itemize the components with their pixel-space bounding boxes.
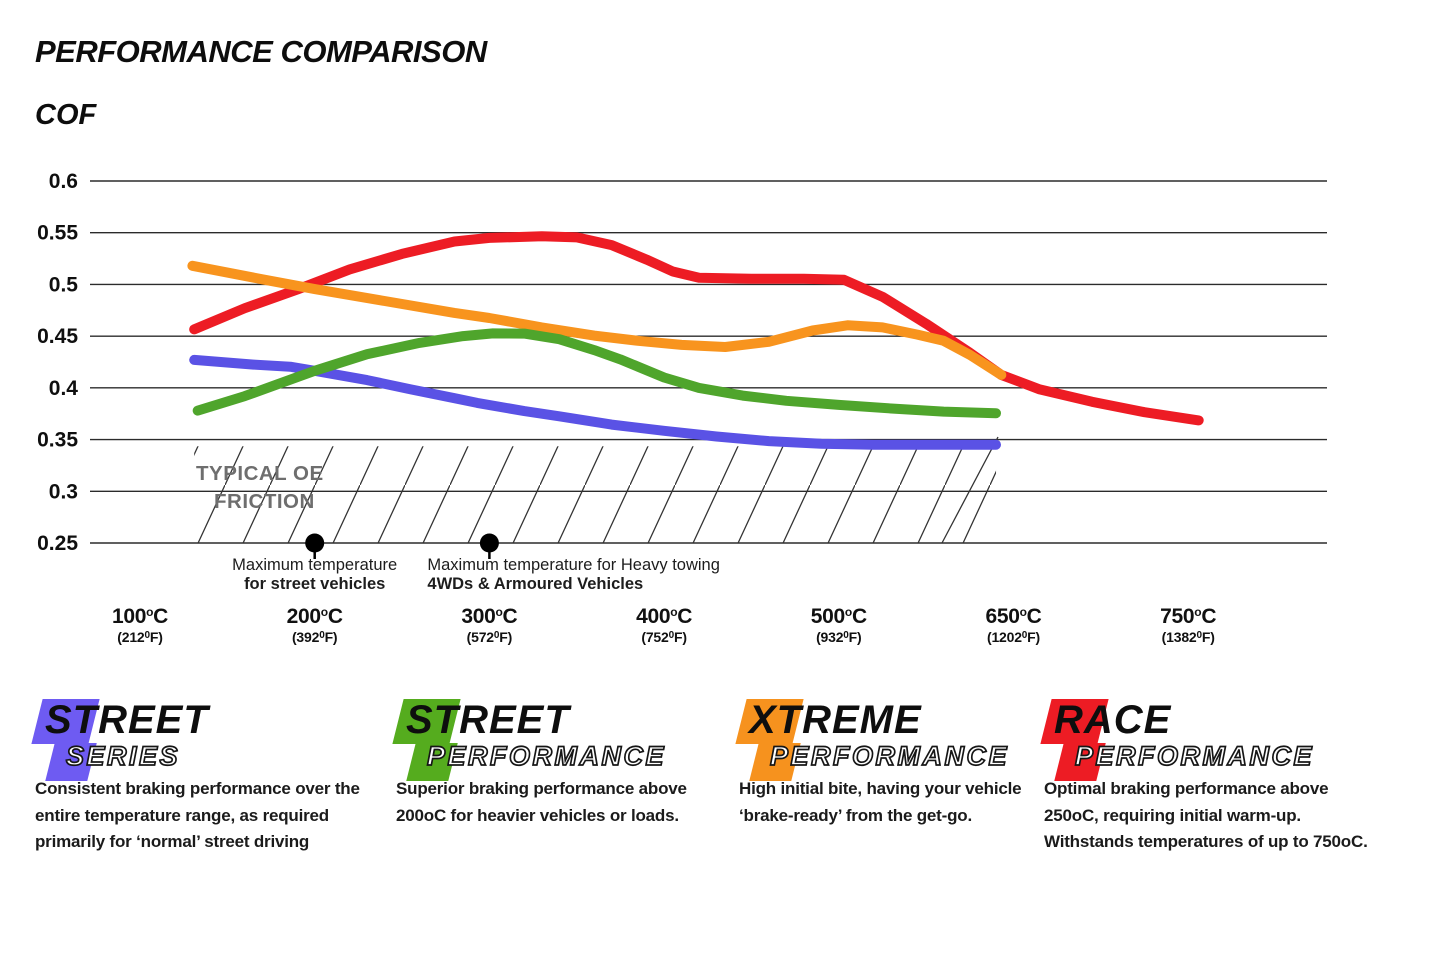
logo-word-1: STREET	[406, 698, 570, 742]
series-race-performance	[189, 231, 1204, 426]
logo-word-1: XTREME	[749, 698, 922, 742]
y-tick-label: 0.4	[49, 377, 79, 400]
y-tick-label: 0.5	[49, 273, 79, 296]
hatch-overshoot-line	[941, 436, 999, 544]
legend-item-xtreme-performance: XTREME PERFORMANCE High initial bite, ha…	[735, 697, 1024, 825]
y-tick-label: 0.55	[37, 222, 78, 245]
logo-word-2: PERFORMANCE	[426, 740, 667, 772]
oe-band-label: TYPICAL OE	[196, 462, 324, 485]
logo-word-2: PERFORMANCE	[1074, 740, 1315, 772]
page-title: PERFORMANCE COMPARISON	[35, 34, 487, 69]
legend-item-race-performance: RACE PERFORMANCE Optimal braking perform…	[1040, 697, 1374, 851]
max-temp-marker-dot	[479, 533, 499, 553]
cof-line-chart: 0.6 0.55 0.5 0.45 0.4 0.35 0.3 0.25 TYPICAL OE FR…	[37, 170, 1327, 559]
y-tick-label: 0.45	[37, 325, 78, 348]
legend-description: High initial bite, having your vehicle ‘…	[739, 779, 1022, 825]
y-tick-label: 0.6	[49, 170, 78, 193]
series-xtreme-performance	[187, 260, 1007, 380]
gridlines: 0.6 0.55 0.5 0.45 0.4 0.35 0.3 0.25	[37, 170, 1327, 555]
typical-oe-friction-band	[194, 446, 997, 543]
legend-item-street-performance: STREET PERFORMANCE Superior braking perf…	[392, 697, 716, 825]
series-street-performance	[192, 328, 1001, 419]
legend-description: Superior braking performance above 200oC…	[396, 779, 687, 825]
y-tick-label: 0.25	[37, 532, 78, 555]
y-tick-label: 0.35	[37, 429, 78, 452]
legend-description: Consistent braking performance over the …	[35, 779, 360, 851]
logo-word-1: STREET	[45, 698, 209, 742]
race-performance-logo: RACE PERFORMANCE	[1040, 697, 1374, 789]
street-series-logo: STREET SERIES	[31, 697, 367, 789]
y-axis-title: COF	[35, 99, 97, 131]
legend-item-street-series: STREET SERIES Consistent braking perform…	[31, 697, 367, 851]
xtreme-performance-logo: XTREME PERFORMANCE	[735, 697, 1024, 789]
max-temp-marker-dot	[305, 533, 325, 553]
legend-description: Optimal braking performance above 250oC,…	[1044, 779, 1368, 851]
logo-word-1: RACE	[1054, 698, 1172, 742]
logo-word-2: SERIES	[65, 740, 181, 772]
street-performance-logo: STREET PERFORMANCE	[392, 697, 716, 789]
logo-word-2: PERFORMANCE	[769, 740, 1010, 772]
oe-band-label: FRICTION	[214, 490, 315, 513]
y-tick-label: 0.3	[49, 480, 78, 503]
